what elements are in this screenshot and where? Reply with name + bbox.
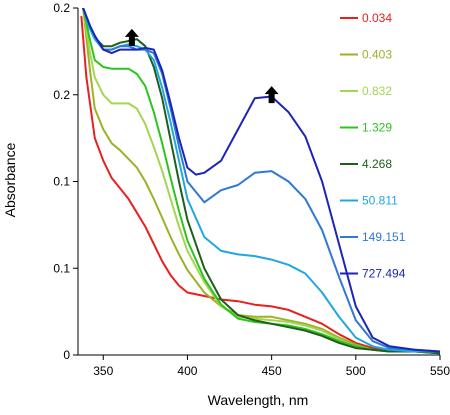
series-line-4	[82, 8, 440, 355]
legend-label: 0.034	[362, 11, 392, 25]
y-tick-label: 0.2	[53, 88, 70, 102]
legend-label: 0.403	[362, 48, 392, 62]
x-tick-label: 350	[93, 364, 113, 378]
legend-label: 727.494	[362, 267, 406, 281]
up-arrow-icon	[264, 86, 279, 104]
series-line-2	[82, 8, 440, 355]
legend-label: 4.268	[362, 157, 392, 171]
legend-label: 1.329	[362, 121, 392, 135]
annotation-arrows	[124, 28, 279, 104]
y-tick-label: 0.1	[53, 261, 70, 275]
x-tick-label: 500	[346, 364, 366, 378]
legend-label: 50.811	[362, 194, 398, 208]
x-tick-label: 450	[262, 364, 282, 378]
x-tick-label: 400	[177, 364, 197, 378]
x-axis-label: Wavelength, nm	[208, 392, 309, 408]
series-line-7	[82, 8, 440, 353]
series-line-5	[82, 8, 440, 355]
y-axis-label: Absorbance	[2, 142, 18, 217]
y-tick-label: 0.1	[53, 175, 70, 189]
legend-label: 0.832	[362, 84, 392, 98]
up-arrow-icon	[124, 28, 139, 46]
x-tick-label: 550	[430, 364, 450, 378]
y-tick-label: 0.2	[53, 1, 70, 15]
series-line-1	[80, 15, 440, 353]
legend: 0.034 0.403 0.832 1.329 4.268 50.811 149.151 72…	[340, 11, 406, 281]
ticks: 350 400 450 500 550 0 0.1 0.1 0.2 0.2	[53, 1, 450, 378]
series-layer	[80, 8, 440, 355]
legend-label: 149.151	[362, 230, 406, 244]
y-tick-label: 0	[63, 348, 70, 362]
series-line-8	[82, 8, 440, 353]
